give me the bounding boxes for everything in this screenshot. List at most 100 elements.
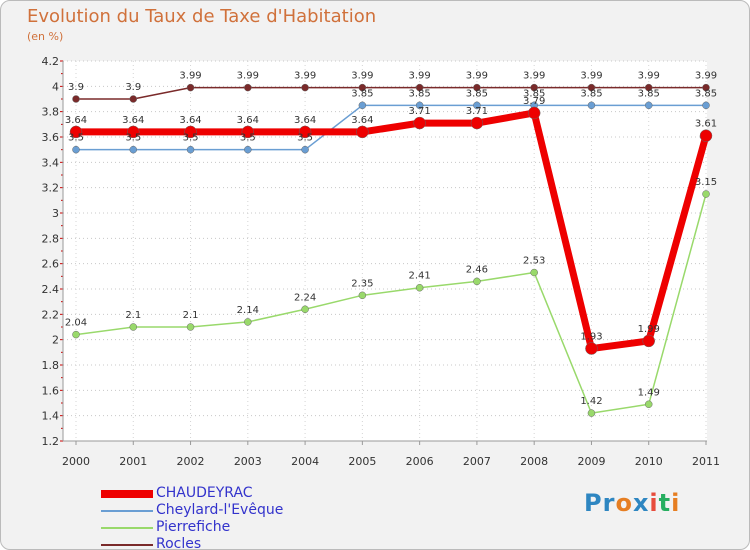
- data-point-cheylard-l-ev-que: [644, 101, 653, 110]
- data-point-chaudeyrac: [127, 125, 140, 139]
- legend-label: CHAUDEYRAC: [156, 485, 253, 501]
- x-tick-label: 2009: [577, 455, 605, 468]
- chart-subtitle: (en %): [27, 30, 64, 43]
- y-tick-label: 1.4: [42, 410, 60, 423]
- data-label-cheylard-l-ev-que: 3.85: [695, 88, 717, 99]
- legend-label: Pierrefiche: [156, 519, 231, 535]
- data-label-cheylard-l-ev-que: 3.5: [240, 133, 256, 144]
- data-point-pierrefiche: [702, 190, 710, 198]
- y-tick-label: 1.8: [42, 359, 60, 372]
- data-label-chaudeyrac: 3.64: [294, 115, 316, 126]
- data-point-cheylard-l-ev-que: [473, 101, 481, 110]
- data-point-pierrefiche: [244, 318, 252, 326]
- series-line-chaudeyrac: [76, 109, 710, 353]
- data-point-rocles: [244, 83, 252, 92]
- data-label-rocles: 3.99: [466, 71, 488, 82]
- y-tick-label: 4: [52, 80, 59, 93]
- data-point-rocles: [587, 83, 596, 92]
- x-tick-label: 2008: [520, 455, 548, 468]
- y-tick-label: 3: [52, 207, 59, 220]
- data-point-rocles: [530, 83, 538, 92]
- data-label-cheylard-l-ev-que: 3.85: [466, 88, 488, 99]
- data-label-cheylard-l-ev-que: 3.85: [523, 88, 545, 99]
- data-point-cheylard-l-ev-que: [587, 101, 596, 110]
- y-tick-label: 2.4: [42, 283, 60, 296]
- plot-area: [63, 61, 707, 441]
- data-point-chaudeyrac: [184, 125, 197, 139]
- x-tick-label: 2004: [291, 455, 319, 468]
- data-label-pierrefiche: 2.1: [183, 310, 199, 321]
- series-line-pierrefiche: [75, 193, 707, 414]
- series-line-rocles: [76, 86, 706, 100]
- data-point-chaudeyrac: [585, 342, 598, 355]
- data-point-rocles: [186, 83, 195, 92]
- legend-label: Cheylard-l'Evêque: [156, 502, 284, 518]
- legend-swatch: [101, 544, 153, 546]
- data-label-cheylard-l-ev-que: 3.5: [183, 133, 199, 144]
- x-tick-label: 2000: [62, 455, 90, 468]
- data-point-chaudeyrac: [527, 106, 541, 120]
- data-point-chaudeyrac: [699, 129, 713, 142]
- data-point-pierrefiche: [186, 323, 195, 331]
- data-point-chaudeyrac: [356, 125, 369, 139]
- legend-swatch: [101, 490, 153, 498]
- data-label-rocles: 3.99: [237, 71, 259, 82]
- y-tick-label: 2.8: [42, 232, 60, 245]
- data-point-chaudeyrac: [241, 125, 255, 139]
- data-point-cheylard-l-ev-que: [72, 145, 80, 154]
- series-line-cheylard-l-ev-que: [76, 104, 706, 151]
- y-tick-label: 1.6: [42, 384, 60, 397]
- data-point-pierrefiche: [72, 330, 80, 339]
- y-tick-label: 3.4: [42, 156, 60, 169]
- data-point-chaudeyrac: [298, 125, 312, 139]
- data-label-rocles: 3.99: [580, 71, 602, 82]
- data-point-rocles: [301, 83, 309, 92]
- data-point-cheylard-l-ev-que: [129, 145, 138, 154]
- data-label-chaudeyrac: 3.64: [351, 115, 373, 126]
- legend-swatch: [101, 510, 153, 512]
- data-label-pierrefiche: 3.15: [695, 177, 717, 188]
- data-point-rocles: [72, 95, 80, 103]
- data-label-chaudeyrac: 3.64: [237, 115, 259, 126]
- x-tick-label: 2001: [119, 455, 147, 468]
- data-label-cheylard-l-ev-que: 3.5: [125, 133, 141, 144]
- data-point-pierrefiche: [301, 305, 309, 314]
- legend-swatch: [101, 527, 153, 529]
- data-point-pierrefiche: [530, 268, 538, 277]
- data-label-chaudeyrac: 3.71: [466, 106, 488, 117]
- data-label-pierrefiche: 2.46: [466, 264, 488, 275]
- data-point-pierrefiche: [473, 277, 481, 286]
- y-tick-label: 2.6: [42, 258, 60, 271]
- x-tick-label: 2010: [635, 455, 663, 468]
- data-point-pierrefiche: [587, 409, 596, 417]
- x-tick-label: 2006: [406, 455, 434, 468]
- data-label-chaudeyrac: 3.64: [179, 115, 201, 126]
- data-label-pierrefiche: 1.49: [638, 387, 660, 398]
- data-label-cheylard-l-ev-que: 3.85: [351, 88, 373, 99]
- x-tick-label: 2007: [463, 455, 491, 468]
- data-point-chaudeyrac: [69, 125, 83, 139]
- proxiti-logo: Proxiti: [584, 489, 681, 517]
- data-label-pierrefiche: 2.24: [294, 292, 316, 303]
- data-point-cheylard-l-ev-que: [702, 101, 710, 110]
- data-point-cheylard-l-ev-que: [415, 101, 424, 110]
- x-tick-label: 2005: [348, 455, 376, 468]
- data-label-pierrefiche: 1.42: [580, 396, 602, 407]
- y-tick-label: 3.2: [42, 182, 60, 195]
- y-tick-label: 4.2: [42, 55, 60, 68]
- data-label-pierrefiche: 2.1: [125, 310, 141, 321]
- data-label-cheylard-l-ev-que: 3.5: [297, 133, 313, 144]
- y-tick-label: 3.6: [42, 131, 60, 144]
- data-label-pierrefiche: 2.35: [351, 278, 373, 289]
- x-tick-label: 2003: [234, 455, 262, 468]
- data-label-pierrefiche: 2.04: [65, 318, 87, 329]
- data-point-chaudeyrac: [642, 334, 655, 348]
- data-point-rocles: [644, 83, 653, 92]
- y-tick-label: 2: [52, 334, 59, 347]
- data-label-pierrefiche: 2.14: [237, 305, 259, 316]
- data-label-cheylard-l-ev-que: 3.5: [68, 133, 84, 144]
- data-point-rocles: [415, 83, 424, 92]
- data-point-rocles: [358, 83, 367, 92]
- data-point-rocles: [473, 83, 481, 92]
